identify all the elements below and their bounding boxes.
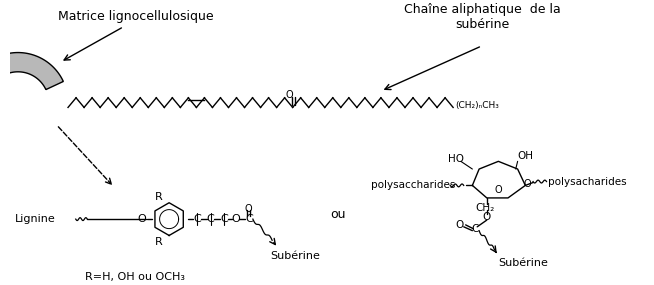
Text: Subérine: Subérine [270,251,320,261]
Text: R: R [154,237,162,247]
Text: O: O [286,90,294,100]
Text: O: O [494,185,502,195]
Text: R=H, OH ou OCH₃: R=H, OH ou OCH₃ [86,272,186,282]
Text: C: C [207,214,215,224]
Text: polysaccharides: polysaccharides [371,180,456,190]
Text: O: O [456,220,464,230]
Text: C: C [220,214,228,224]
Text: C: C [472,224,479,234]
Text: O: O [523,180,531,190]
Text: R: R [154,192,162,202]
Text: O: O [231,214,240,224]
Text: ou: ou [330,208,345,221]
Text: C: C [245,214,253,224]
Text: polysacharides: polysacharides [549,177,627,187]
Polygon shape [0,52,63,89]
Text: Chaîne aliphatique  de la
subérine: Chaîne aliphatique de la subérine [404,3,560,31]
Text: (CH₂)ₙCH₃: (CH₂)ₙCH₃ [455,101,499,110]
Text: OH: OH [517,150,534,160]
Text: CH₂: CH₂ [475,203,494,213]
Text: HO: HO [448,154,464,164]
Text: Subérine: Subérine [498,258,548,268]
Text: O: O [244,203,252,213]
Text: C: C [193,214,201,224]
Text: O: O [138,214,146,224]
Text: Lignine: Lignine [15,214,56,224]
Text: O: O [483,212,491,222]
Text: Matrice lignocellulosique: Matrice lignocellulosique [58,11,213,23]
